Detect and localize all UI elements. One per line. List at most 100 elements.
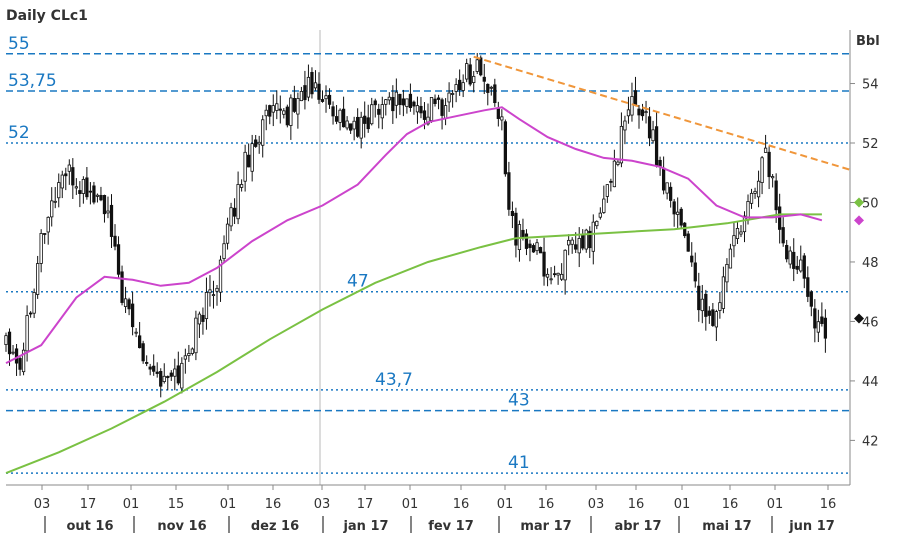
candle-body — [581, 234, 585, 249]
x-day-label: 03 — [34, 497, 51, 512]
candle-body — [250, 143, 254, 172]
candle-body — [370, 104, 374, 125]
candle-body — [602, 198, 606, 213]
x-day-label: 01 — [497, 497, 514, 512]
candle-body — [43, 233, 47, 235]
candle-body — [46, 216, 50, 233]
candle-body — [732, 235, 736, 247]
candle-body — [507, 172, 511, 210]
candle-body — [665, 182, 669, 194]
candle-body — [236, 184, 240, 220]
candle-body — [461, 82, 465, 91]
candle-body — [391, 97, 395, 112]
candle-body — [92, 185, 96, 203]
candle-body — [134, 331, 138, 334]
candle-body — [405, 98, 409, 107]
candle-body — [25, 315, 29, 352]
candle-body — [785, 244, 789, 260]
candle-body — [528, 243, 532, 248]
candle-body — [239, 184, 244, 188]
candle-body — [493, 84, 497, 104]
candle-body — [275, 103, 279, 111]
candlesticks — [4, 52, 828, 398]
candle-body — [317, 83, 321, 100]
candle-body — [120, 271, 124, 303]
candle-body — [486, 83, 490, 93]
candle-body — [141, 343, 145, 362]
candle-body — [658, 159, 662, 167]
candle-body — [130, 303, 135, 328]
candle-body — [243, 151, 247, 182]
candle-body — [71, 167, 75, 186]
candle-body — [176, 365, 180, 384]
x-day-label: 03 — [314, 497, 331, 512]
x-month-label: jan 17 — [342, 519, 388, 534]
candle-body — [21, 349, 26, 373]
candle-body — [408, 93, 413, 109]
candle-body — [306, 76, 311, 98]
y-tick-label: 52 — [862, 137, 879, 152]
candle-body — [215, 287, 219, 292]
y-tick-label: 48 — [862, 256, 879, 271]
price-level-label: 52 — [8, 123, 30, 143]
candle-body — [521, 229, 525, 238]
x-day-label: 01 — [123, 497, 140, 512]
candle-body — [345, 120, 349, 129]
price-level-label: 43 — [508, 391, 530, 411]
candle-body — [545, 273, 550, 278]
candle-body — [398, 93, 402, 105]
candle-body — [218, 259, 223, 293]
candle-body — [538, 247, 543, 254]
candle-body — [334, 116, 339, 122]
candle-body — [57, 182, 61, 199]
candle-body — [28, 312, 33, 315]
candle-body — [81, 178, 85, 194]
x-day-label: 16 — [538, 497, 555, 512]
candle-body — [535, 242, 539, 252]
candle-body — [373, 100, 377, 106]
candle-body — [552, 273, 557, 276]
candle-body — [714, 311, 718, 328]
last-value-marker — [854, 313, 864, 324]
candle-body — [605, 184, 609, 197]
candle-body — [820, 316, 824, 324]
candle-body — [489, 86, 493, 89]
candle-body — [609, 180, 613, 183]
candle-body — [496, 107, 500, 119]
x-day-label: 16 — [265, 497, 282, 512]
candle-body — [584, 229, 588, 250]
candle-body — [454, 84, 458, 92]
candle-body — [187, 353, 191, 356]
moving-average-slow — [5, 213, 822, 475]
resistance-trendline — [473, 55, 851, 171]
candle-body — [349, 123, 353, 131]
candle-body — [338, 109, 342, 123]
candle-body — [440, 99, 444, 116]
candle-body — [208, 289, 212, 294]
candle-body — [116, 244, 121, 275]
candle-body — [303, 85, 307, 101]
candle-body — [53, 200, 57, 203]
candle-body — [50, 200, 54, 218]
x-day-label: 15 — [168, 497, 185, 512]
candle-body — [443, 105, 448, 119]
candle-body — [482, 76, 486, 82]
x-month-label: fev 17 — [428, 519, 474, 534]
price-level-label: 47 — [347, 272, 369, 292]
candle-body — [127, 299, 131, 310]
candle-body — [278, 108, 282, 111]
candle-body — [735, 228, 740, 240]
x-day-label: 17 — [357, 497, 374, 512]
candle-body — [651, 129, 655, 142]
candle-body — [690, 255, 694, 263]
candle-body — [422, 110, 427, 120]
candle-body — [676, 211, 680, 215]
candle-body — [394, 91, 398, 106]
candle-body — [514, 212, 518, 246]
candle-body — [697, 285, 701, 311]
candle-body — [201, 314, 205, 322]
candle-body — [760, 157, 764, 183]
x-day-label: 16 — [453, 497, 470, 512]
candle-body — [106, 210, 110, 214]
